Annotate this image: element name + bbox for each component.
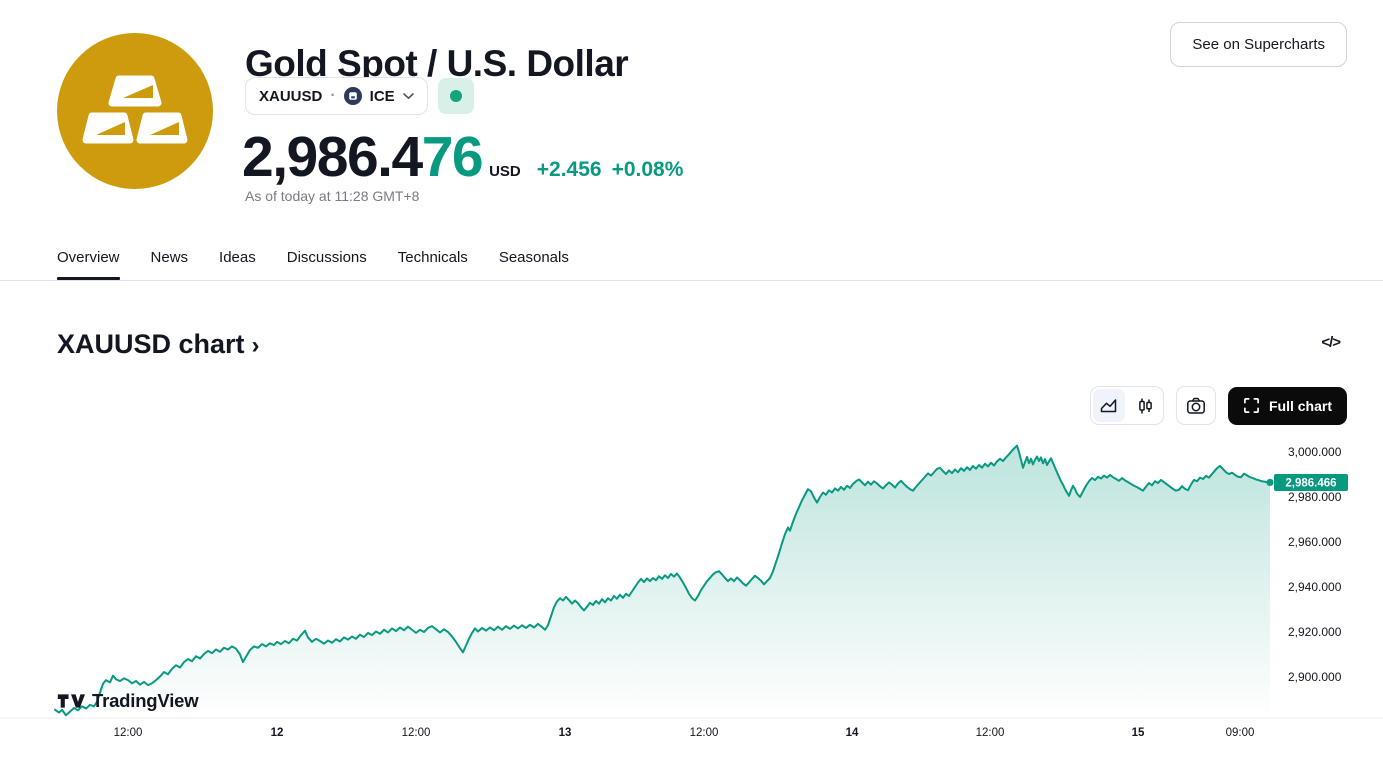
y-axis-label: 2,980.000 bbox=[1288, 490, 1342, 504]
y-axis-label: 2,920.000 bbox=[1288, 625, 1342, 639]
price-line bbox=[54, 444, 1271, 717]
price-timestamp: As of today at 11:28 GMT+8 bbox=[245, 188, 420, 204]
market-open-dot bbox=[449, 90, 462, 102]
x-axis-label: 12:00 bbox=[690, 727, 719, 739]
see-on-supercharts-button[interactable]: See on Supercharts bbox=[1170, 22, 1347, 67]
price-block: 2,986.4 76 USD +2.456 +0.08% bbox=[242, 124, 683, 190]
x-axis-label: 13 bbox=[559, 727, 572, 739]
last-price-badge bbox=[1274, 474, 1348, 491]
symbol-selector[interactable]: XAUUSD · ICE bbox=[245, 77, 428, 115]
y-axis-label: 2,960.000 bbox=[1288, 535, 1342, 549]
camera-icon bbox=[1187, 397, 1205, 414]
tab-discussions[interactable]: Discussions bbox=[286, 249, 367, 266]
full-chart-label: Full chart bbox=[1268, 397, 1332, 414]
snapshot-button[interactable] bbox=[1175, 386, 1216, 425]
tradingview-logo-icon bbox=[57, 694, 85, 708]
chevron-down-icon bbox=[402, 92, 414, 99]
x-axis-label: 09:00 bbox=[1226, 727, 1255, 739]
price-currency: USD bbox=[489, 163, 521, 180]
tradingview-watermark[interactable]: TradingView bbox=[57, 690, 199, 712]
candles-chart-type-button[interactable] bbox=[1129, 389, 1161, 422]
x-axis-label: 12 bbox=[271, 727, 284, 739]
price-change-absolute: +2.456 bbox=[536, 158, 602, 181]
tab-overview[interactable]: Overview bbox=[57, 249, 120, 280]
y-axis-label: 2,900.000 bbox=[1288, 670, 1342, 684]
x-axis-label: 12:00 bbox=[114, 727, 143, 739]
price-chart-svg[interactable]: 3,000.000 2,980.000 2,960.000 2,940.000 2,92… bbox=[0, 435, 1383, 759]
gold-bars-icon bbox=[57, 33, 213, 189]
tab-news[interactable]: News bbox=[150, 249, 189, 266]
separator-dot: · bbox=[330, 87, 336, 104]
x-axis-label: 12:00 bbox=[402, 727, 431, 739]
price-value-fraction: 76 bbox=[421, 125, 484, 189]
price-value: 2,986.4 bbox=[242, 125, 423, 189]
market-status-indicator[interactable] bbox=[437, 78, 474, 114]
exchange-name: ICE bbox=[369, 87, 395, 105]
exchange-logo-icon bbox=[343, 87, 362, 105]
price-change-percent: +0.08% bbox=[611, 158, 684, 181]
y-axis-label: 3,000.000 bbox=[1288, 445, 1342, 459]
last-price-badge-label: 2,986.466 bbox=[1285, 478, 1336, 490]
page-title: Gold Spot / U.S. Dollar bbox=[245, 42, 629, 84]
tab-seasonals[interactable]: Seasonals bbox=[498, 249, 569, 266]
area-fill bbox=[55, 445, 1270, 718]
chart-section-title: XAUUSD chart bbox=[57, 329, 245, 359]
area-chart-icon bbox=[1100, 398, 1117, 412]
tradingview-watermark-label: TradingView bbox=[92, 690, 199, 711]
chart-toolbar: Full chart bbox=[1089, 386, 1347, 425]
fullscreen-icon bbox=[1244, 398, 1259, 413]
chevron-right-icon: › bbox=[251, 332, 260, 359]
area-chart-type-button[interactable] bbox=[1092, 389, 1125, 422]
chart-section-link[interactable]: XAUUSD chart › bbox=[57, 329, 260, 360]
candlestick-icon bbox=[1139, 398, 1152, 413]
x-axis-label: 14 bbox=[846, 727, 859, 739]
tab-ideas[interactable]: Ideas bbox=[219, 249, 256, 266]
full-chart-button[interactable]: Full chart bbox=[1227, 386, 1347, 425]
y-axis-label: 2,940.000 bbox=[1288, 580, 1342, 594]
symbol-name: XAUUSD bbox=[259, 87, 323, 105]
tabs: Overview News Ideas Discussions Technicals Se… bbox=[0, 249, 1383, 281]
chart-type-switch bbox=[1089, 386, 1164, 425]
x-axis-label: 15 bbox=[1132, 727, 1145, 739]
instrument-logo bbox=[57, 33, 213, 189]
tab-technicals[interactable]: Technicals bbox=[397, 249, 468, 266]
price-chart[interactable]: 3,000.000 2,980.000 2,960.000 2,940.000 2,92… bbox=[0, 435, 1383, 759]
last-price-dot bbox=[1266, 478, 1274, 487]
price-change: +2.456 +0.08% bbox=[537, 158, 684, 182]
x-axis-label: 12:00 bbox=[976, 727, 1005, 739]
embed-code-icon[interactable]: </> bbox=[1321, 334, 1341, 351]
